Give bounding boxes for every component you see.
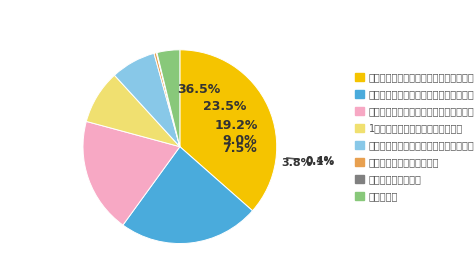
Text: 0.1%: 0.1% bbox=[287, 157, 334, 167]
Wedge shape bbox=[157, 50, 180, 147]
Wedge shape bbox=[114, 53, 180, 147]
Wedge shape bbox=[86, 75, 180, 147]
Wedge shape bbox=[154, 53, 180, 147]
Text: 0.4%: 0.4% bbox=[287, 156, 334, 166]
Text: 3.8%: 3.8% bbox=[282, 158, 312, 168]
Legend: みんなで行動すれば環境を変えられると思う, 環境問題についてもっと知る機会があっても良いと思う, 世界で団結をし、解決した方が良いと思う, 1人が頑張っても意味: みんなで行動すれば環境を変えられると思う, 環境問題についてもっと知る機会があっ… bbox=[355, 73, 474, 201]
Wedge shape bbox=[123, 147, 253, 244]
Wedge shape bbox=[180, 50, 277, 211]
Text: 7.5%: 7.5% bbox=[222, 142, 257, 155]
Text: 23.5%: 23.5% bbox=[203, 100, 246, 113]
Text: 19.2%: 19.2% bbox=[214, 119, 258, 132]
Wedge shape bbox=[156, 53, 180, 147]
Text: 36.5%: 36.5% bbox=[177, 83, 220, 96]
Text: 9.0%: 9.0% bbox=[222, 134, 257, 147]
Wedge shape bbox=[83, 121, 180, 225]
